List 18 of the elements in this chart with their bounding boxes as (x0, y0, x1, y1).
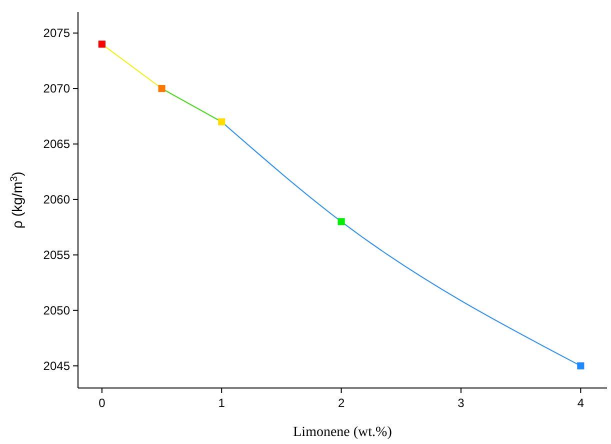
point (338, 218, 345, 226)
x-tick-label: 0 (98, 396, 106, 410)
y-tick-label: 2060 (43, 192, 70, 206)
x-axis-title: Limonene (wt.%) (293, 425, 392, 440)
y-tick-label: 2065 (43, 136, 70, 151)
point (218, 118, 226, 126)
x-tick-label: 4 (577, 396, 584, 410)
y-tick-label: 2070 (43, 82, 70, 96)
y-tick-label: 2045 (43, 358, 70, 373)
x-tick-label: 2 (338, 396, 345, 410)
x-tick-label: 3 (458, 396, 465, 410)
y-tick-label: 2075 (43, 26, 70, 40)
point (98, 40, 106, 48)
y-tick-label: 2050 (43, 303, 70, 318)
y-tick-label: 2055 (43, 248, 70, 262)
x-tick-label: 1 (218, 396, 226, 410)
point (158, 84, 166, 92)
point (577, 362, 584, 370)
